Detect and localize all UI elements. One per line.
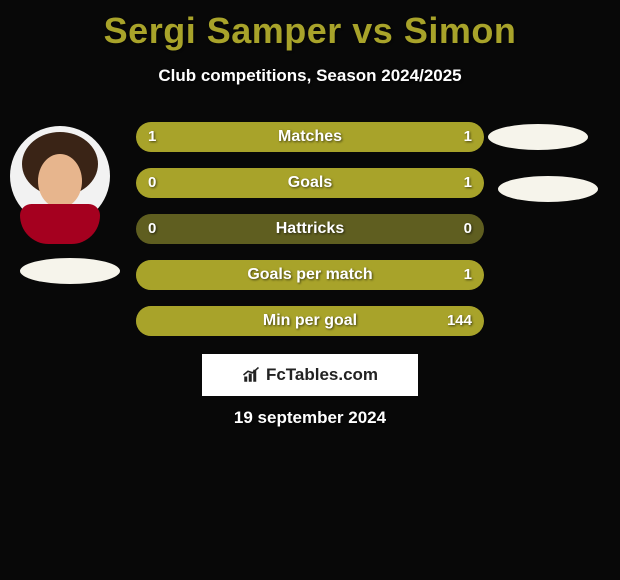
stat-label: Goals	[136, 168, 484, 198]
date-stamp: 19 september 2024	[0, 408, 620, 428]
subtitle: Club competitions, Season 2024/2025	[0, 66, 620, 86]
player-left-avatar	[10, 126, 110, 226]
stat-row: 1Goals per match	[136, 260, 484, 290]
player-left-name-ellipse	[20, 258, 120, 284]
player-right-ellipse-2	[498, 176, 598, 202]
stat-label: Hattricks	[136, 214, 484, 244]
avatar-shirt	[20, 204, 100, 244]
comparison-card: Sergi Samper vs Simon Club competitions,…	[0, 0, 620, 580]
bar-chart-icon	[242, 366, 260, 384]
stat-label: Goals per match	[136, 260, 484, 290]
stat-row: 144Min per goal	[136, 306, 484, 336]
stat-row: 01Goals	[136, 168, 484, 198]
branding-text: FcTables.com	[266, 365, 378, 385]
stat-row: 00Hattricks	[136, 214, 484, 244]
stat-label: Min per goal	[136, 306, 484, 336]
stat-label: Matches	[136, 122, 484, 152]
page-title: Sergi Samper vs Simon	[0, 0, 620, 52]
branding-box: FcTables.com	[202, 354, 418, 396]
player-right-ellipse-1	[488, 124, 588, 150]
avatar-face	[38, 154, 82, 208]
stats-container: 11Matches 01Goals 00Hattricks 1Goals per ma…	[136, 122, 484, 352]
stat-row: 11Matches	[136, 122, 484, 152]
